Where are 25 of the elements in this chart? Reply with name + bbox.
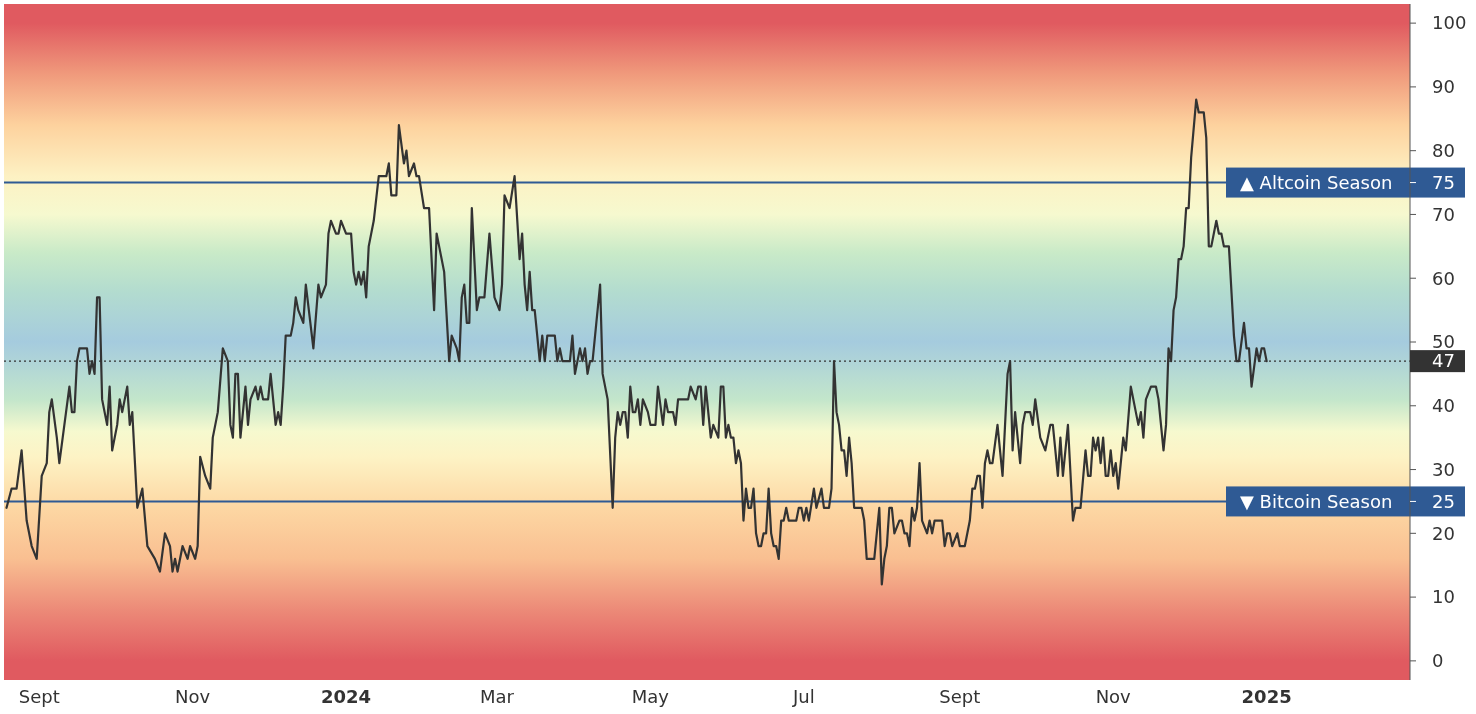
y-tick-label: 40	[1432, 395, 1455, 417]
y-tick-label: 0	[1432, 650, 1444, 672]
ref-line-label: ▲ Altcoin Season	[1240, 171, 1393, 193]
x-tick-label: Sept	[939, 686, 981, 707]
x-tick-label: May	[631, 686, 670, 707]
x-tick-label: 2025	[1241, 686, 1292, 707]
y-tick-label: 30	[1432, 458, 1455, 480]
y-tick-label: 20	[1432, 522, 1455, 544]
ref-line-label: 47	[1432, 350, 1455, 372]
y-tick-label: 60	[1432, 267, 1455, 289]
y-tick-label: 80	[1432, 139, 1455, 161]
x-tick-label: Nov	[1095, 686, 1132, 707]
x-tick-label: Jul	[791, 686, 815, 707]
x-tick-label: 2024	[321, 686, 372, 707]
y-tick-label: 50	[1432, 331, 1455, 353]
y-tick-label: 70	[1432, 203, 1455, 225]
y-tick-label: 25	[1432, 490, 1455, 512]
x-tick-label: Mar	[480, 686, 515, 707]
y-tick-label: 10	[1432, 586, 1455, 608]
y-tick-label: 90	[1432, 76, 1455, 98]
y-tick-label: 75	[1432, 171, 1455, 193]
x-tick-label: Nov	[175, 686, 211, 707]
x-tick-label: Sept	[18, 686, 60, 707]
ref-line-label: ▼ Bitcoin Season	[1240, 490, 1393, 512]
y-tick-label: 100	[1432, 12, 1467, 34]
